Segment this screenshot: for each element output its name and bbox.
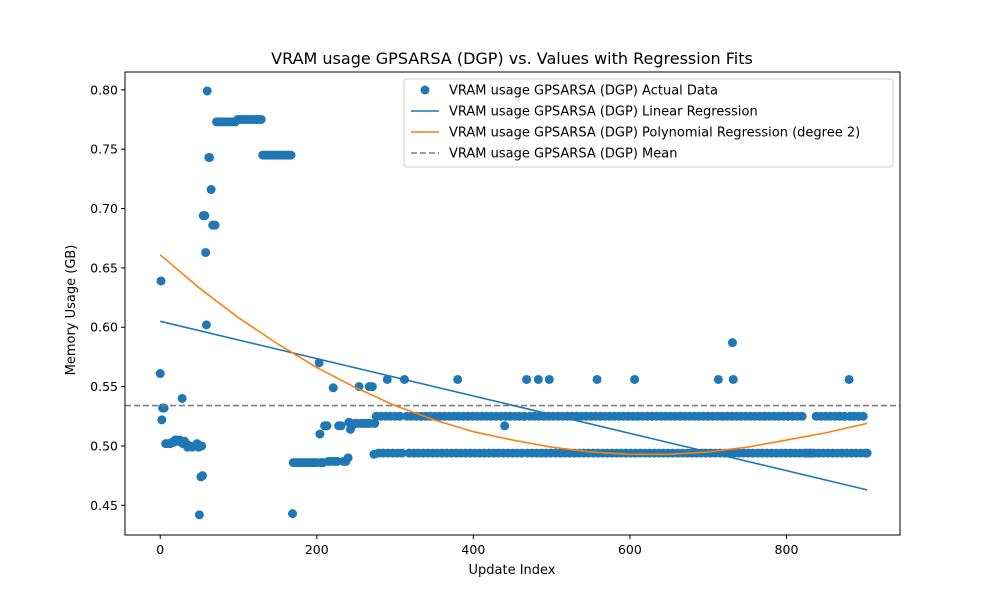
x-tick-label: 400 — [461, 542, 485, 557]
data-point — [256, 114, 266, 124]
data-point — [288, 509, 298, 519]
data-point — [533, 374, 543, 384]
data-point — [201, 247, 211, 257]
data-point — [397, 448, 407, 458]
linear-regression-line — [160, 320, 868, 491]
data-point — [844, 374, 854, 384]
polynomial-regression-line — [159, 254, 868, 456]
data-point — [177, 393, 187, 403]
data-point — [522, 374, 532, 384]
x-tick-label: 0 — [156, 542, 164, 557]
legend-label: VRAM usage GPSARSA (DGP) Linear Regressi… — [449, 105, 758, 120]
legend-marker — [420, 85, 430, 95]
data-point — [630, 374, 640, 384]
data-point — [343, 453, 353, 463]
legend-label: VRAM usage GPSARSA (DGP) Mean — [449, 147, 677, 162]
data-point — [202, 86, 212, 96]
x-tick-label: 800 — [775, 542, 799, 557]
data-point — [206, 185, 216, 195]
data-point — [328, 383, 338, 393]
data-point — [286, 150, 296, 160]
legend: VRAM usage GPSARSA (DGP) Actual Data VRAM… — [403, 78, 894, 168]
y-tick-label: 0.65 — [90, 260, 118, 275]
data-point — [797, 411, 807, 421]
data-point — [322, 421, 332, 431]
data-point — [200, 211, 210, 221]
y-tick-label: 0.75 — [90, 142, 118, 157]
chart-title: VRAM usage GPSARSA (DGP) vs. Values with… — [271, 49, 753, 68]
data-point — [336, 421, 346, 431]
data-point — [197, 441, 207, 451]
data-point — [544, 374, 554, 384]
data-point — [315, 429, 325, 439]
data-point — [592, 374, 602, 384]
data-point — [157, 415, 167, 425]
y-tick-label: 0.70 — [90, 201, 118, 216]
data-point — [210, 220, 220, 230]
data-point — [728, 374, 738, 384]
data-point — [453, 374, 463, 384]
legend-box — [403, 78, 894, 168]
plot-frame — [124, 71, 901, 536]
data-point — [367, 382, 377, 392]
y-tick-label: 0.80 — [90, 82, 118, 97]
data-point — [194, 510, 204, 520]
data-point — [395, 411, 405, 421]
plot-area: 0 200 400 600 800 0.45 0.50 0.55 0.60 0.65 0.70 0.7… — [90, 71, 901, 557]
data-point — [382, 374, 392, 384]
data-point — [201, 320, 211, 330]
y-tick-label: 0.60 — [90, 320, 118, 335]
y-tick-label: 0.55 — [90, 379, 118, 394]
data-point — [862, 448, 872, 458]
data-point — [198, 471, 207, 481]
data-point — [713, 374, 723, 384]
y-tick-label: 0.45 — [90, 498, 118, 513]
data-point — [314, 358, 324, 368]
x-tick-label: 600 — [618, 542, 642, 557]
legend-label: VRAM usage GPSARSA (DGP) Polynomial Regr… — [449, 126, 860, 141]
data-point — [332, 456, 342, 466]
data-point — [727, 338, 737, 348]
data-point — [370, 418, 380, 428]
x-axis-label: Update Index — [468, 563, 555, 578]
data-point — [155, 369, 165, 379]
data-point — [156, 276, 166, 286]
y-tick-label: 0.50 — [90, 438, 118, 453]
x-tick-label: 200 — [305, 542, 329, 557]
data-point — [500, 421, 510, 431]
data-point — [205, 152, 215, 162]
data-point — [858, 411, 868, 421]
y-axis-label: Memory Usage (GB) — [64, 245, 79, 376]
legend-label: VRAM usage GPSARSA (DGP) Actual Data — [449, 84, 718, 99]
